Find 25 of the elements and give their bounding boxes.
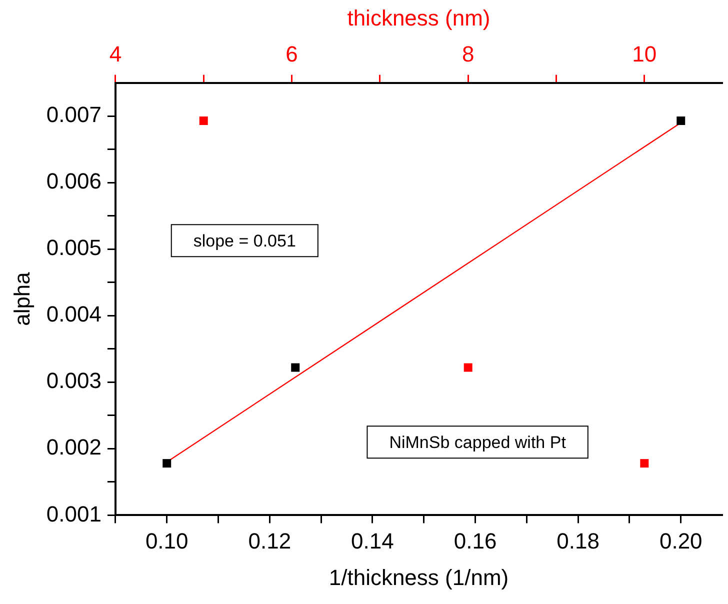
- y-tick-label: 0.001: [46, 501, 102, 526]
- x-tick-label: 0.14: [351, 528, 394, 554]
- x-tick-label: 0.16: [454, 528, 497, 554]
- point: [162, 459, 172, 468]
- y-axis-title: alpha: [9, 271, 34, 326]
- y-tick-label: 0.003: [46, 368, 102, 394]
- x-tick-label: 0.10: [145, 528, 188, 554]
- x2-tick-label: 4: [109, 42, 122, 67]
- y-tick-label: 0.005: [46, 235, 102, 260]
- y-tick-label: 0.006: [46, 168, 102, 194]
- x-tick-label: 0.12: [248, 528, 292, 554]
- annotation: NiMnSb capped with Pt: [389, 432, 566, 452]
- point: [291, 363, 300, 372]
- x-tick-label: 0.18: [556, 528, 600, 554]
- x2-tick-label: 6: [286, 42, 298, 67]
- y-tick-label: 0.002: [46, 434, 102, 460]
- annotation: slope = 0.051: [193, 231, 296, 250]
- x-tick-label: 0.20: [659, 528, 702, 554]
- point: [676, 116, 686, 125]
- x2-tick-label: 8: [462, 42, 474, 67]
- y-tick-label: 0.004: [46, 302, 102, 327]
- x2-axis-title: thickness (nm): [347, 5, 490, 30]
- x-axis-title: 1/thickness (1/nm): [328, 564, 509, 590]
- x2-tick-label: 10: [632, 42, 657, 67]
- y-tick-label: 0.007: [46, 102, 102, 128]
